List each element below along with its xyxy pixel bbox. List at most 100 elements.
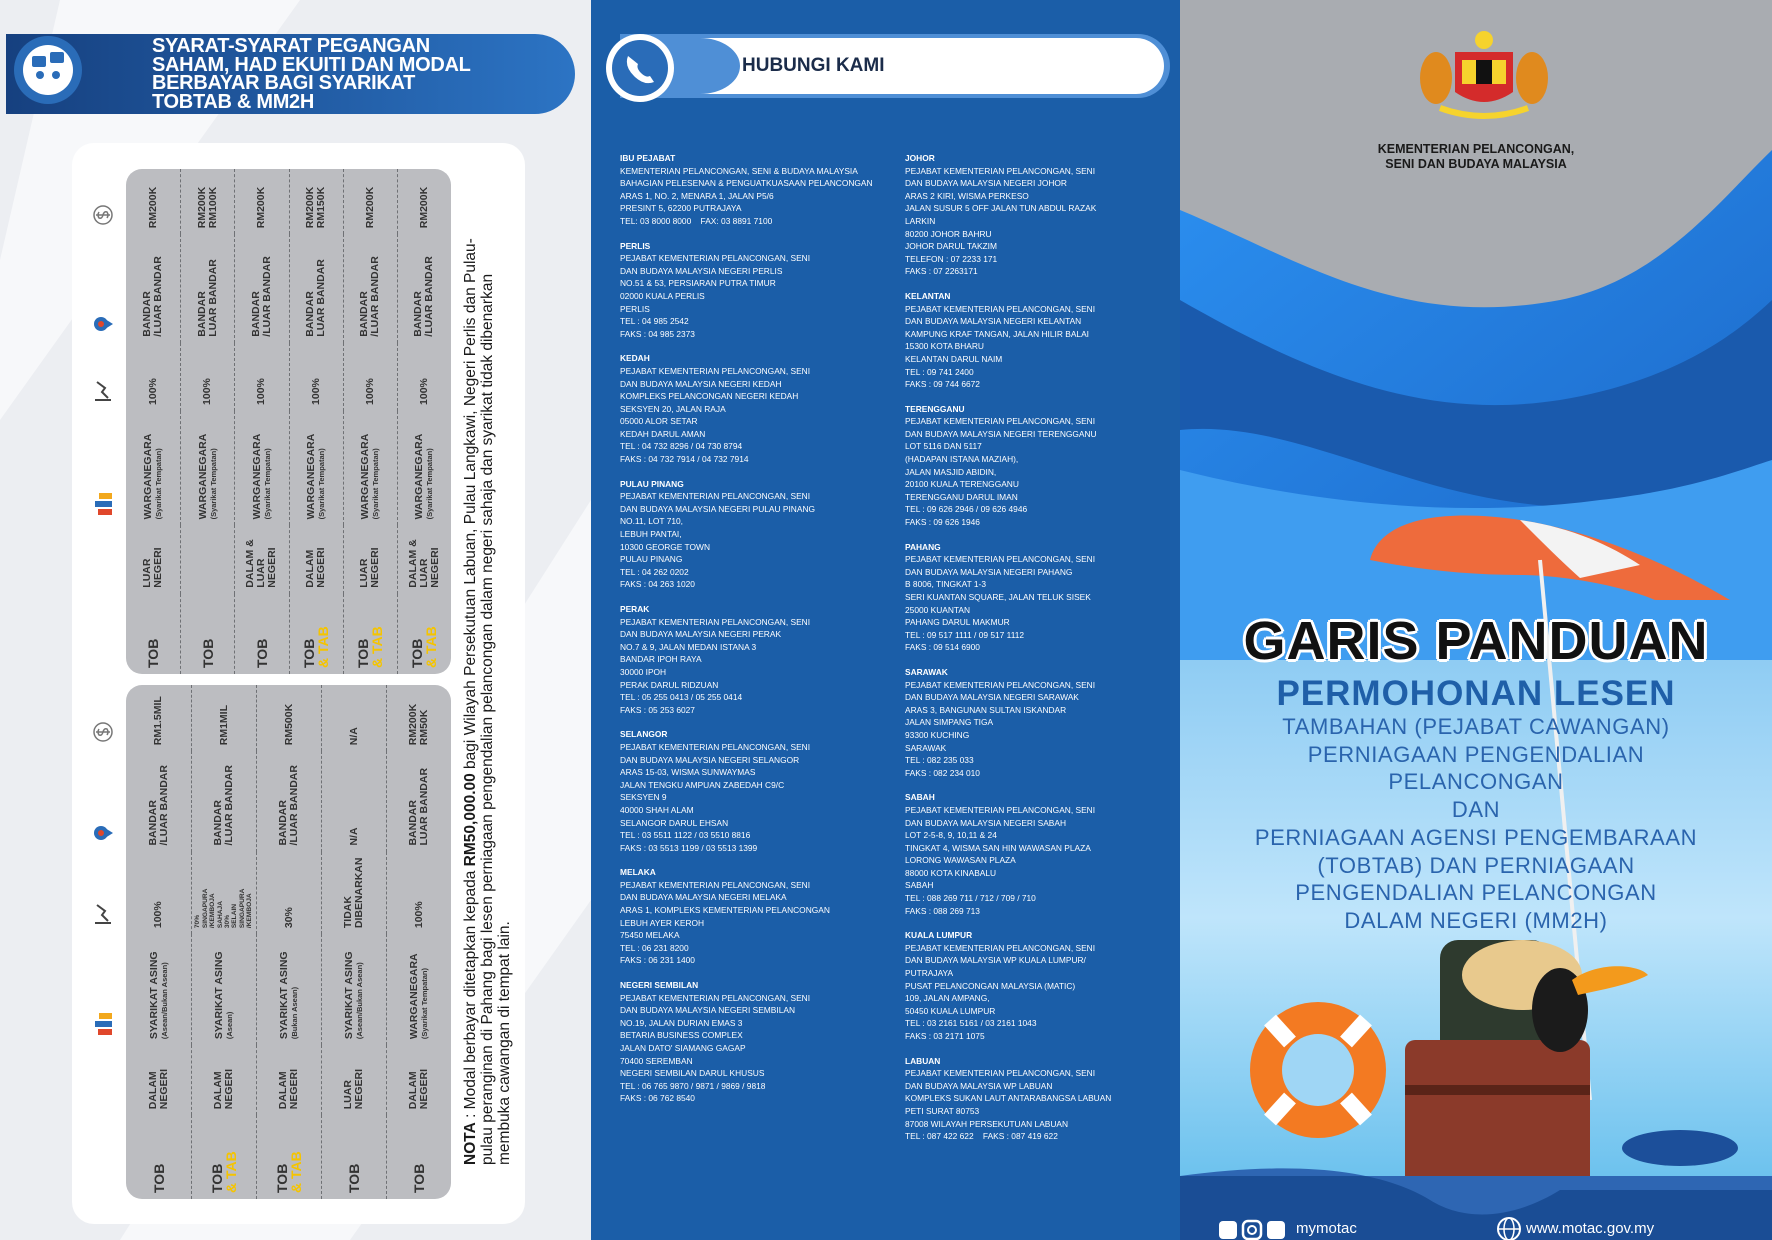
office-line: PUTRAJAYA [905, 968, 954, 979]
office-line: (HADAPAN ISTANA MAZIAH), [905, 454, 1019, 465]
table-cell: RM200K RM100K [180, 169, 235, 235]
icon [95, 381, 111, 401]
cell-text: TOB [346, 1163, 362, 1193]
office-line: PEJABAT KEMENTERIAN PELANCONGAN, SENI [905, 416, 1096, 427]
office-line: PEJABAT KEMENTERIAN PELANCONGAN, SENI [905, 679, 1096, 690]
table-cell: LUAR NEGERI [342, 525, 397, 594]
office-line: DAN BUDAYA MALAYSIA NEGERI KELANTAN [905, 316, 1082, 327]
cell-text: & TAB [315, 626, 332, 668]
table-cell: TOB & TAB [191, 1115, 256, 1199]
table-cell: DALAM & LUAR NEGERI [396, 525, 451, 594]
table-cell: BANDAR LUAR BANDAR [288, 234, 343, 343]
cell-text: /LUAR BANDAR [260, 256, 273, 337]
cell-text: 100% [146, 378, 159, 405]
cell-text: N/A [347, 727, 360, 746]
description-line: TAMBAHAN (PEJABAT CAWANGAN) [1282, 714, 1670, 739]
table-cell: RM200K [342, 169, 397, 235]
cell-text: RM50K [418, 709, 430, 746]
header-icon [23, 45, 73, 95]
cell-text: RM500K [282, 703, 295, 746]
ministry-crest [1420, 31, 1548, 119]
table-cell: BANDAR LUAR BANDAR [180, 234, 235, 343]
office-line: 15300 KOTA BHARU [905, 341, 984, 352]
office-line: SARAWAK [905, 742, 947, 753]
office-line: TELEFON : 07 2233 171 [905, 253, 998, 264]
cell-text: TOB [409, 638, 426, 668]
note: NOTA : Modal berbayar ditetapkan kepada … [462, 211, 513, 1165]
cover-subtitle: PERMOHONAN LESEN [1276, 674, 1676, 713]
office-line: 50450 KUALA LUMPUR [905, 1005, 996, 1016]
column-icon [80, 169, 126, 234]
table-cell: BANDAR/LUAR BANDAR [126, 751, 191, 851]
office-line: 25000 KUANTAN [905, 604, 971, 615]
table-cell: WARGANEGARA (Syarikat Tempatan) [180, 410, 235, 526]
cell-text: 100% [152, 901, 164, 929]
column-icon [80, 343, 126, 411]
office-line: PRESINT 5, 62200 PUTRAJAYA [620, 203, 742, 214]
office-line: PEJABAT KEMENTERIAN PELANCONGAN, SENI [905, 554, 1096, 565]
cell-text: /KEMBOJA [209, 893, 217, 929]
contact-block: MELAKA PEJABAT KEMENTERIAN PELANCONGAN, S… [620, 866, 873, 967]
table-cell: WARGANEGARA (Syarikat Tempatan) [342, 410, 397, 526]
cell-text: NEGERI [288, 1069, 300, 1110]
table-cell: SYARIKAT ASING (Asean/Bukan Asean) [321, 934, 386, 1046]
office-line: KEMENTERIAN PELANCONGAN, SENI & BUDAYA M… [620, 165, 858, 176]
table-cell: TOB [180, 593, 235, 674]
office-line: PUSAT PELANCONGAN MALAYSIA (MATIC) [905, 980, 1076, 991]
table-cell: TIDAK DIBENARKAN [321, 851, 386, 935]
section-title: SAHAM, HAD EKUITI DAN MODAL [152, 53, 471, 76]
cell-text: 100% [412, 901, 425, 929]
office-line: JALAN SIMPANG TIGA [905, 717, 994, 728]
office-line: FAKS : 04 732 7914 / 04 732 7914 [620, 454, 749, 465]
table-cell: TOB & TAB [396, 593, 451, 674]
office-line: LOT 5116 DAN 5117 [905, 441, 982, 452]
table-cell: BANDAR/LUAR BANDAR [342, 234, 397, 343]
office-line: DAN BUDAYA MALAYSIA NEGERI PULAU PINANG [620, 503, 816, 514]
office-line: 93300 KUCHING [905, 729, 970, 740]
contact-column: JOHOR PEJABAT KEMENTERIAN PELANCONGAN, SE… [905, 152, 1111, 1155]
office-line: KOMPLEKS SUKAN LAUT ANTARABANGSA LABUAN [905, 1093, 1112, 1104]
office-line: KOMPLEKS PELANCONGAN NEGERI KEDAH [620, 391, 799, 402]
table-cell: 100% [126, 343, 180, 411]
cell-text: RM1.5MIL [152, 696, 164, 746]
cell-text: (Syarikat Tempatan) [317, 448, 327, 520]
contact-block: SABAH PEJABAT KEMENTERIAN PELANCONGAN, SE… [905, 791, 1111, 917]
table-cell: 100% [396, 342, 451, 411]
table-cell: DALAM & LUAR NEGERI [234, 525, 289, 594]
office-line: 30000 IPOH [620, 666, 667, 677]
table-cell: WARGANEGARA (Syarikat Tempatan) [126, 411, 180, 525]
office-line: FAKS : 04 985 2373 [620, 328, 695, 339]
table-cell: TOB & TAB [256, 1115, 321, 1199]
office-line: PEJABAT KEMENTERIAN PELANCONGAN, SENI [905, 942, 1096, 953]
contact-block: PULAU PINANG PEJABAT KEMENTERIAN PELANCON… [620, 478, 873, 591]
cell-text: 70% [194, 914, 202, 929]
umbrella-stripe [1520, 520, 1640, 578]
office-line: PEJABAT KEMENTERIAN PELANCONGAN, SENI [620, 365, 811, 376]
office-line: SELANGOR DARUL EHSAN [620, 817, 729, 828]
office-line: PERAK DARUL RIDZUAN [620, 679, 719, 690]
office-line: DAN BUDAYA MALAYSIA NEGERI SELANGOR [620, 754, 800, 765]
office-name: TERENGGANU [905, 403, 965, 414]
office-line: FAKS : 06 762 8540 [620, 1093, 695, 1104]
office-line: JALAN DATO' SIAMANG GAGAP [620, 1043, 746, 1053]
office-line: LARKIN [905, 215, 936, 226]
table-cell: DALAM NEGERI [386, 1045, 451, 1116]
phone-icon [612, 40, 668, 96]
cell-text: RM200K [363, 186, 376, 229]
cell-text: TOB [209, 1163, 225, 1193]
description-line: DAN [1451, 797, 1501, 823]
office-line: DAN BUDAYA MALAYSIA NEGERI JOHOR [905, 178, 1067, 189]
table: TOB DALAM NEGERI SYARIKAT ASING (Asean/Bukan… [80, 685, 451, 1199]
office-line: DAN BUDAYA MALAYSIA NEGERI TERENGGANU [905, 428, 1097, 439]
icon [95, 493, 112, 516]
office-line: KEDAH DARUL AMAN [620, 428, 706, 439]
cell-text: SYARIKAT ASING [343, 951, 355, 1040]
cell-text: TOB [253, 638, 270, 668]
office-line: FAKS : 09 744 6672 [905, 379, 980, 390]
office-line: FAKS : 04 263 1020 [620, 579, 695, 590]
contact-block: SARAWAK PEJABAT KEMENTERIAN PELANCONGAN, … [905, 666, 1111, 779]
office-line: SEKSYEN 20, JALAN RAJA [620, 403, 726, 414]
office-name: MELAKA [620, 867, 656, 878]
header-icon-glyph [32, 56, 46, 67]
cell-text: SAHAJA [216, 901, 224, 929]
